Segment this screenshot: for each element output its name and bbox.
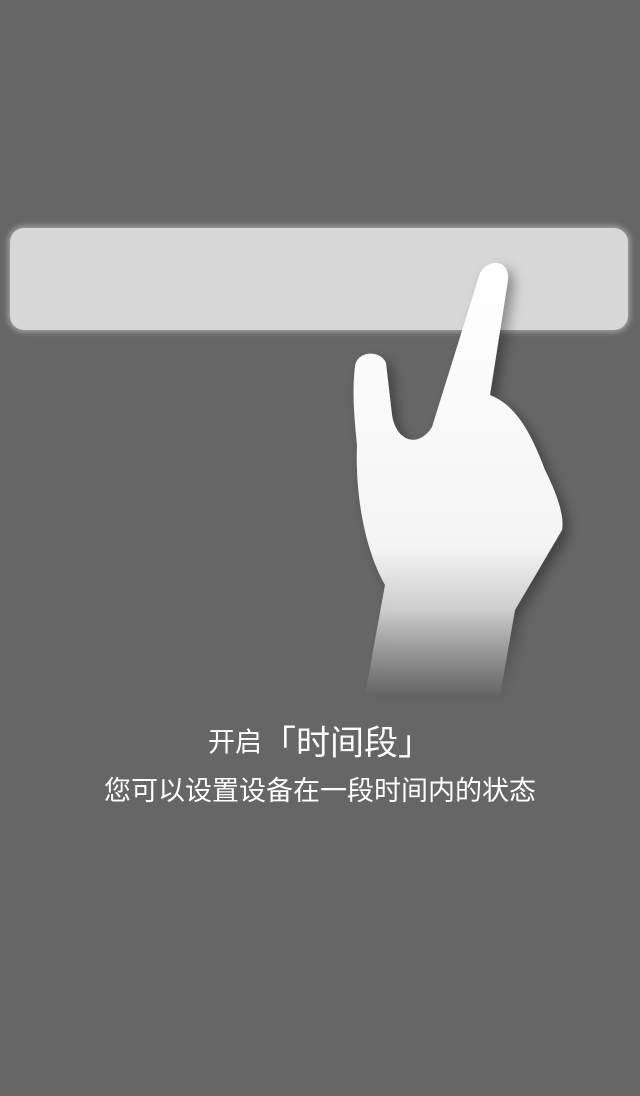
highlighted-list-item[interactable] xyxy=(10,228,628,330)
guide-description: 您可以设置设备在一段时间内的状态 xyxy=(104,776,536,807)
guide-title-prefix: 开启 xyxy=(208,727,262,759)
tap-hand-icon xyxy=(353,262,563,695)
close-bracket: 」 xyxy=(398,723,432,764)
open-bracket: 「 xyxy=(262,723,296,764)
feature-name: 时间段 xyxy=(296,723,398,764)
guide-title: 开启「时间段」 xyxy=(0,718,640,768)
